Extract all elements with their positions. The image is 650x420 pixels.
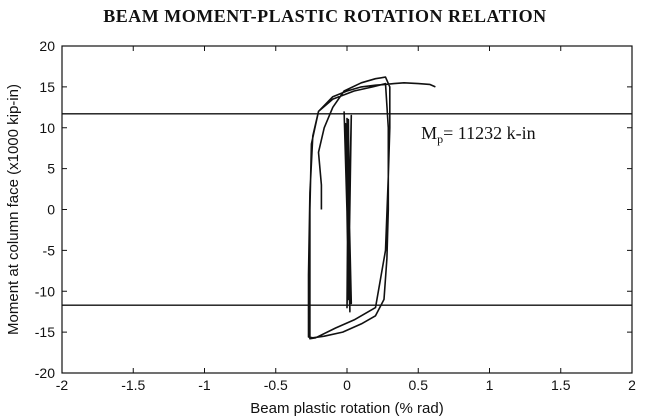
chart-title: BEAM MOMENT-PLASTIC ROTATION RELATION [103, 6, 547, 26]
mp-annotation: Mp= 11232 k-in [421, 123, 535, 146]
x-tick-label: -1.5 [121, 377, 145, 393]
x-tick-label: -1 [198, 377, 211, 393]
y-tick-label: -5 [43, 242, 56, 258]
x-tick-label: -2 [56, 377, 69, 393]
x-tick-label: 1.5 [551, 377, 571, 393]
y-axis-label: Moment at column face (x1000 kip-in) [5, 84, 22, 335]
y-tick-label: -15 [35, 324, 55, 340]
y-tick-label: -20 [35, 365, 55, 381]
x-tick-label: 1 [486, 377, 494, 393]
y-tick-label: 0 [47, 202, 55, 218]
x-axis-ticks: -2 -1.5 -1 -0.5 0 0.5 1 1.5 2 [56, 46, 636, 393]
data-series [307, 76, 436, 340]
y-tick-label: 10 [39, 120, 55, 136]
y-tick-label: 5 [47, 161, 55, 177]
x-tick-label: 2 [628, 377, 636, 393]
y-tick-label: -10 [35, 283, 55, 299]
x-axis-label: Beam plastic rotation (% rad) [250, 400, 443, 417]
hysteresis-curve [307, 76, 436, 340]
y-axis-ticks: -20 -15 -10 -5 0 5 10 15 20 [35, 38, 632, 381]
y-tick-label: 15 [39, 79, 55, 95]
y-tick-label: 20 [39, 38, 55, 54]
x-tick-label: 0 [343, 377, 351, 393]
elastic-cycle-curve [343, 111, 353, 313]
x-tick-label: 0.5 [409, 377, 429, 393]
x-tick-label: -0.5 [264, 377, 288, 393]
